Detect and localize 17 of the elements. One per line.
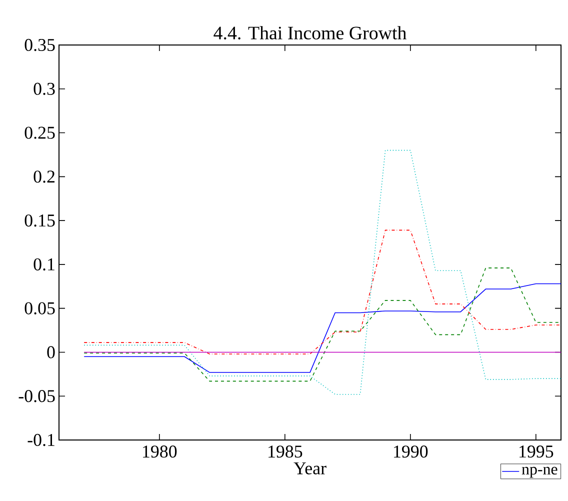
y-tick-label: -0.1: [28, 434, 54, 446]
x-tick-label: 1990: [394, 446, 428, 458]
y-tick-label: 0.2: [34, 170, 54, 183]
x-tick-label: 1985: [268, 446, 302, 458]
chart-title: 4.4. Thai Income Growth: [214, 26, 406, 40]
y-tick-label: 0.3: [34, 82, 55, 95]
y-tick-label: 0.05: [24, 302, 55, 314]
x-tick-label: 1980: [143, 446, 177, 458]
y-tick-label: 0: [47, 346, 55, 358]
y-tick-label: -0.05: [18, 390, 55, 402]
y-tick-label: 0.35: [24, 38, 55, 52]
x-axis-title: Year: [294, 462, 326, 474]
y-tick-label: 0.25: [24, 126, 55, 139]
x-tick-label: 1995: [520, 446, 554, 458]
y-tick-label: 0.15: [24, 214, 55, 227]
y-tick-label: 0.1: [34, 258, 54, 271]
legend-label: np-ne: [522, 466, 558, 478]
